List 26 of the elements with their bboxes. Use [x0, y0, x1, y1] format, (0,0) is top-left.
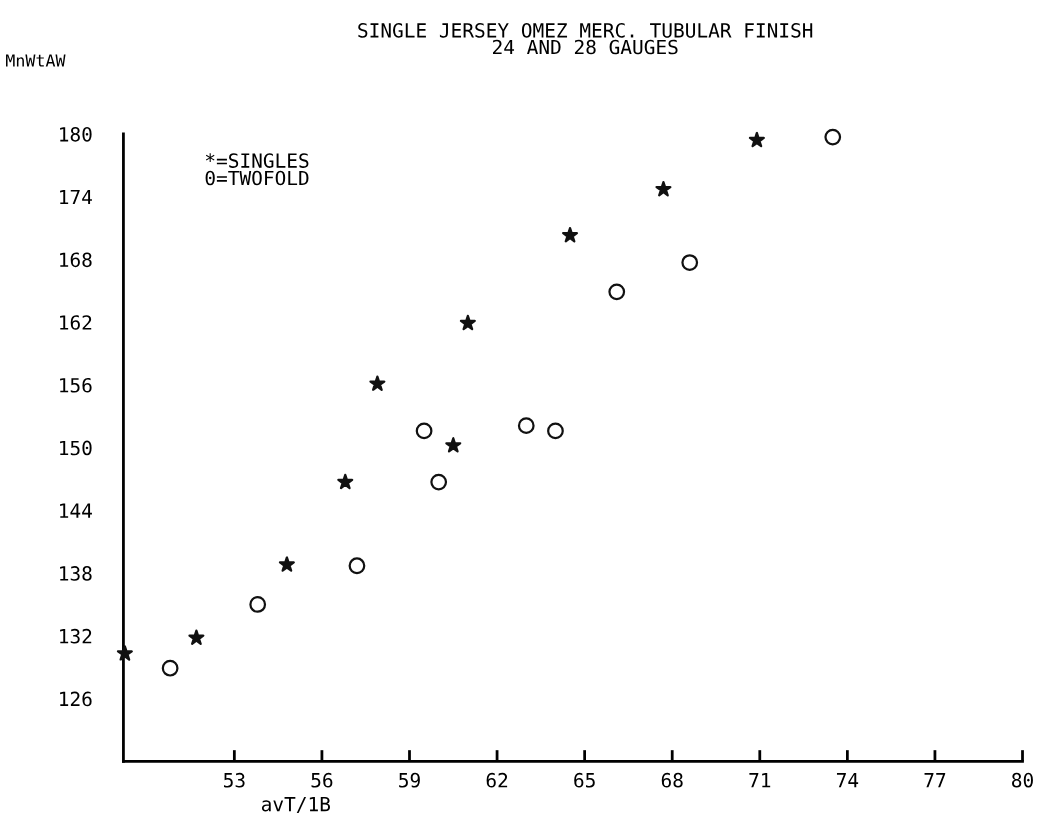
y-tick-label: 156	[60, 377, 92, 393]
annotation: 0=TWOFOLD	[205, 170, 309, 186]
y-tick-label: 174	[60, 189, 92, 205]
y-tick-label: 132	[60, 628, 92, 644]
y-tick-label: 150	[60, 440, 92, 456]
x-tick-label: 65	[574, 772, 595, 788]
y-tick-label: 138	[60, 566, 92, 581]
x-tick-label: 77	[924, 773, 946, 788]
x-tick-label: 74	[836, 773, 859, 788]
y-tick-label: 180	[60, 126, 92, 142]
x-tick-label: 68	[661, 772, 683, 788]
x-tick-label: 59	[399, 772, 420, 788]
y-tick-label: 162	[60, 315, 92, 330]
y-axis-title: MnWtAW	[6, 54, 66, 67]
x-axis-title: avT/1B	[261, 797, 331, 813]
y-tick-label: 144	[60, 503, 92, 518]
x-tick-label: 71	[749, 773, 771, 788]
x-tick-label: 53	[224, 772, 245, 788]
y-tick-label: 168	[60, 252, 92, 268]
y-tick-label: 126	[60, 691, 92, 707]
chart-title: SINGLE JERSEY OMEZ MERC. TUBULAR FINISH	[358, 23, 813, 38]
x-tick-label: 80	[1012, 772, 1033, 788]
x-tick-label: 56	[311, 772, 333, 788]
chart-subtitle: 24 AND 28 GAUGES	[492, 39, 678, 55]
annotation: *=SINGLES	[205, 153, 309, 168]
x-tick-label: 62	[486, 772, 508, 788]
